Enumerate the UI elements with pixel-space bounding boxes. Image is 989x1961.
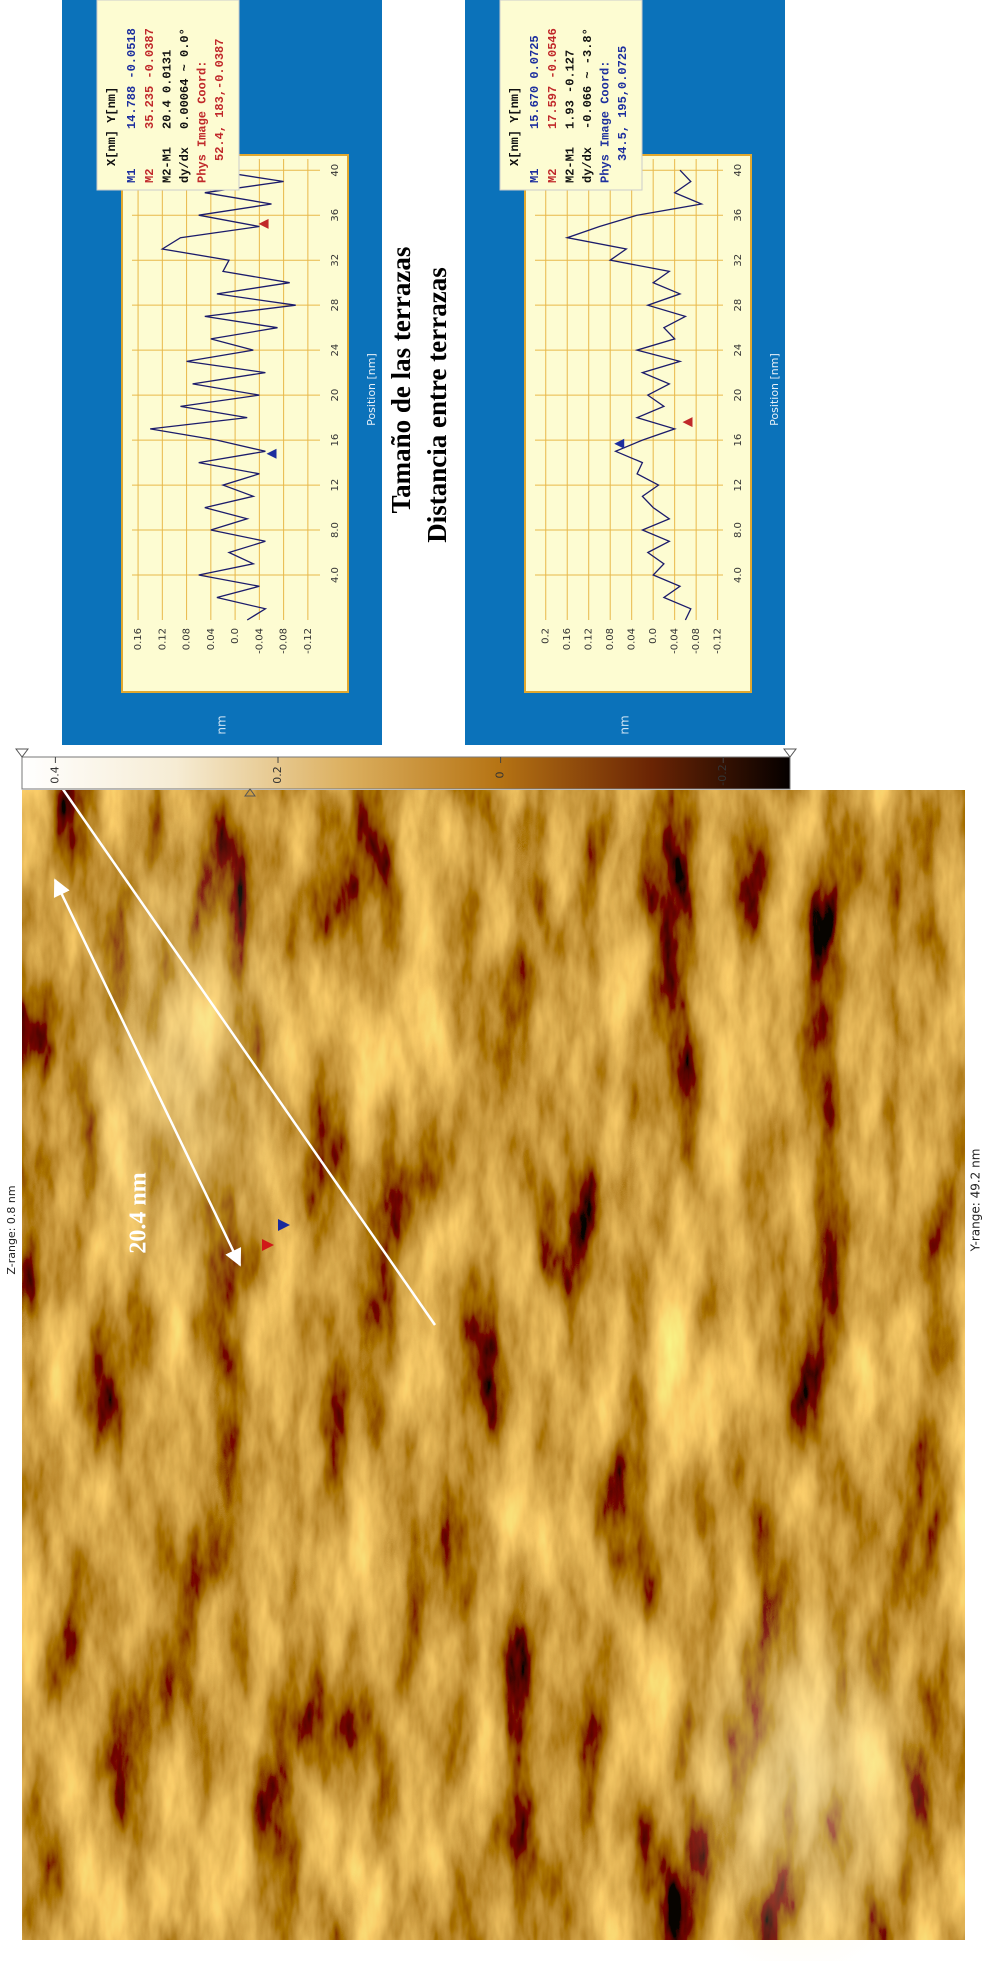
scale-label: 20.4 nm bbox=[126, 1172, 152, 1253]
y-tick-label: -0.08 bbox=[691, 628, 702, 654]
y-tick-label: 0.0 bbox=[230, 628, 241, 644]
colorbar-tick-label: 0 bbox=[494, 772, 507, 779]
colorbar-tick-label: -0.2 bbox=[716, 764, 729, 785]
x-tick-label: 16 bbox=[733, 434, 744, 447]
x-tick-label: 36 bbox=[733, 209, 744, 222]
info-value: 35.235 -0.0387 bbox=[143, 28, 157, 129]
chart-title: Tamaño de las terrazas bbox=[386, 247, 416, 514]
x-tick-label: 28 bbox=[330, 299, 341, 312]
info-label: Phys Image Coord: bbox=[599, 61, 613, 183]
info-label: dy/dx bbox=[178, 147, 192, 183]
colorbar-handles bbox=[15, 748, 797, 797]
x-axis-label: Position [nm] bbox=[365, 353, 378, 426]
x-tick-label: 32 bbox=[330, 254, 341, 267]
info-label: M2-M1 bbox=[160, 147, 174, 183]
x-tick-label: 16 bbox=[330, 434, 341, 447]
colorbar bbox=[21, 756, 791, 790]
info-value: -0.066 ~ -3.8° bbox=[581, 28, 595, 129]
info-box bbox=[499, 0, 643, 191]
y-axis-label: nm bbox=[618, 715, 632, 734]
info-label: dy/dx bbox=[581, 147, 595, 183]
z-range-label: Z-range: 0.8 nm bbox=[5, 1185, 18, 1274]
y-range-label: Y-range: 49.2 nm bbox=[969, 1149, 983, 1253]
y-tick-label: -0.12 bbox=[303, 628, 314, 654]
x-tick-label: 40 bbox=[330, 164, 341, 177]
cursor-marker bbox=[682, 417, 693, 428]
x-tick-label: 20 bbox=[330, 389, 341, 402]
x-tick-label: 28 bbox=[733, 299, 744, 312]
info-value: 1.93 -0.127 bbox=[563, 50, 577, 129]
info-label: M2 bbox=[143, 169, 157, 183]
info-box bbox=[96, 0, 240, 191]
y-tick-label: 0.0 bbox=[648, 628, 659, 644]
info-label: M1 bbox=[125, 169, 139, 183]
x-tick-label: 24 bbox=[330, 344, 341, 357]
y-axis-label: nm bbox=[215, 715, 229, 734]
x-tick-label: 12 bbox=[733, 479, 744, 492]
y-tick-label: -0.04 bbox=[254, 628, 265, 654]
info-value: 20.4 0.0131 bbox=[160, 50, 174, 129]
y-tick-label: 0.08 bbox=[182, 628, 193, 650]
info-value: 15.670 0.0725 bbox=[528, 35, 542, 129]
cursor-marker bbox=[258, 218, 269, 229]
y-tick-label: -0.08 bbox=[279, 628, 290, 654]
cursor-marker bbox=[614, 438, 625, 449]
info-label: M1 bbox=[528, 169, 542, 183]
x-tick-label: 4.0 bbox=[733, 567, 744, 583]
info-value: 0.00064 ~ 0.0° bbox=[178, 28, 192, 129]
profile-line bbox=[564, 169, 704, 621]
x-tick-label: 24 bbox=[733, 344, 744, 357]
x-tick-label: 20 bbox=[733, 389, 744, 402]
y-tick-label: 0.04 bbox=[206, 628, 217, 650]
y-tick-label: 0.16 bbox=[133, 628, 144, 650]
profile-line bbox=[58, 784, 437, 1326]
bright-region bbox=[660, 1581, 940, 1961]
info-value: 34.5, 195,0.0725 bbox=[616, 46, 630, 161]
colorbar-tick-label: 0.2 bbox=[271, 766, 284, 784]
y-tick-label: -0.04 bbox=[670, 628, 681, 654]
x-tick-label: 8.0 bbox=[733, 522, 744, 538]
y-tick-label: 0.04 bbox=[627, 628, 638, 650]
info-label: M2 bbox=[546, 169, 560, 183]
x-axis-label: Position [nm] bbox=[768, 353, 781, 426]
y-tick-label: 0.2 bbox=[541, 628, 552, 644]
x-tick-label: 32 bbox=[733, 254, 744, 267]
distance-arrow bbox=[53, 878, 242, 1267]
info-header: X[nm] Y[nm] bbox=[105, 87, 119, 166]
x-tick-label: 12 bbox=[330, 479, 341, 492]
info-value: 52.4, 183,-0.0387 bbox=[213, 39, 227, 161]
profile-line bbox=[150, 169, 296, 621]
y-tick-label: 0.08 bbox=[605, 628, 616, 650]
x-tick-label: 8.0 bbox=[330, 522, 341, 538]
x-tick-label: 36 bbox=[330, 209, 341, 222]
chart-title: Distancia entre terrazas bbox=[422, 267, 452, 542]
y-tick-label: 0.12 bbox=[584, 628, 595, 650]
info-value: 17.597 -0.0546 bbox=[546, 28, 560, 129]
marker-blue bbox=[278, 1219, 290, 1231]
marker-red bbox=[262, 1239, 274, 1251]
info-value: 14.788 -0.0518 bbox=[125, 28, 139, 129]
x-tick-label: 4.0 bbox=[330, 567, 341, 583]
info-label: M2-M1 bbox=[563, 147, 577, 183]
x-tick-label: 40 bbox=[733, 164, 744, 177]
info-label: Phys Image Coord: bbox=[196, 61, 210, 183]
info-header: X[nm] Y[nm] bbox=[508, 87, 522, 166]
y-tick-label: 0.16 bbox=[562, 628, 573, 650]
y-tick-label: 0.12 bbox=[157, 628, 168, 650]
cursor-marker bbox=[266, 448, 277, 459]
colorbar-tick-label: 0.4 bbox=[48, 766, 61, 784]
plot-area bbox=[524, 154, 752, 693]
y-tick-label: -0.12 bbox=[713, 628, 724, 654]
